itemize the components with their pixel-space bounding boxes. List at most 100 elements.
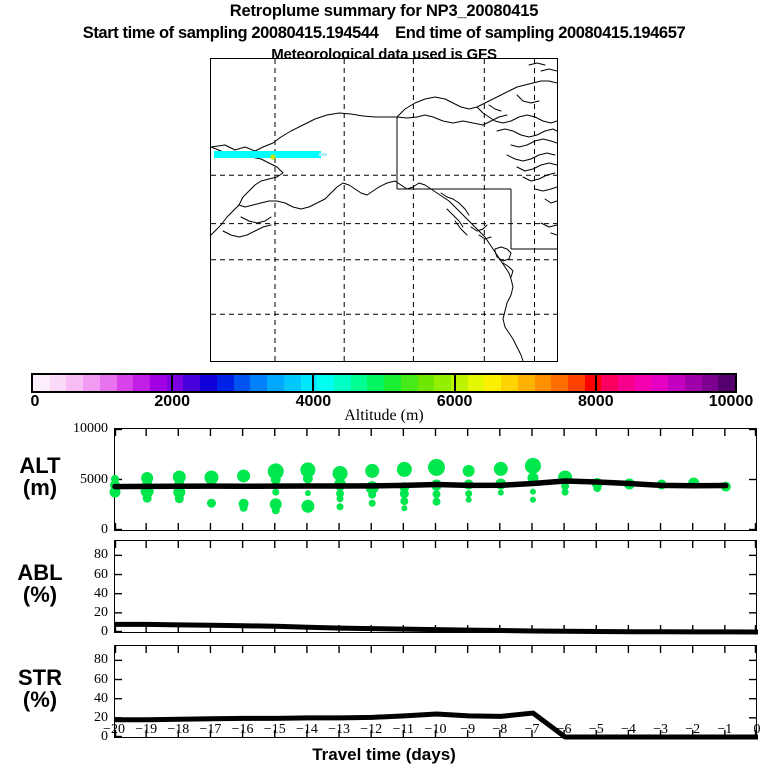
colorbar-swatch <box>701 375 719 391</box>
str-label-line1: STR <box>18 665 62 690</box>
y-tick-label: 80 <box>94 652 108 668</box>
x-tick-label: −16 <box>231 722 254 737</box>
x-tick-label: −13 <box>328 722 350 737</box>
alt-row-label: ALT (m) <box>4 453 76 500</box>
x-tick-label: −5 <box>588 722 604 737</box>
y-tick-label: 0 <box>101 729 108 744</box>
abl-plot-graphics <box>114 541 759 635</box>
colorbar-division <box>594 373 597 393</box>
y-tick-label: 20 <box>94 604 108 620</box>
x-tick-label: −18 <box>167 722 190 737</box>
colorbar-swatch <box>417 375 435 391</box>
colorbar-axis-title: Altitude (m) <box>344 407 424 424</box>
colorbar-swatch <box>150 375 167 391</box>
release-marker <box>270 154 276 160</box>
colorbar-division <box>312 373 315 393</box>
tick-marks <box>114 428 757 531</box>
colorbar-swatch <box>116 375 134 391</box>
altitude-mean-line <box>112 478 729 490</box>
colorbar-swatch <box>517 375 535 391</box>
map-plume-band <box>214 151 327 160</box>
sampling-time-line: Start time of sampling 20080415.194544 E… <box>82 24 686 42</box>
x-tick-label: −7 <box>524 722 540 737</box>
colorbar-swatch <box>367 375 385 391</box>
colorbar-swatch <box>501 375 518 391</box>
abl-row-label: ABL (%) <box>4 560 76 608</box>
y-tick-label: 40 <box>94 690 108 706</box>
y-tick-label: 5000 <box>80 471 108 487</box>
alt-label-line1: ALT <box>19 453 61 478</box>
altitude-colorbar: 0 2000 4000 6000 8000 10000 <box>31 373 753 410</box>
colorbar-swatch <box>183 375 201 391</box>
x-tick-label: −8 <box>492 722 508 737</box>
colorbar-tick-label: 0 <box>30 393 40 410</box>
altitude-bubbles <box>109 457 731 515</box>
x-tick-label: −1 <box>717 722 733 737</box>
x-tick-label: −17 <box>199 722 222 737</box>
colorbar-swatch <box>83 375 100 391</box>
x-tick-label: −6 <box>556 722 572 737</box>
y-tick-label: 10000 <box>73 421 108 436</box>
colorbar-division <box>171 373 174 393</box>
colorbar-swatch <box>584 375 602 391</box>
x-tick-label: −4 <box>620 722 636 737</box>
tick-marks <box>114 646 757 738</box>
colorbar-swatch <box>66 375 84 391</box>
x-axis-tick-labels: −20 −19 −18 −17 −16 −15 −14 −13 −12 −11 −10 −9 −8 −7−… <box>0 722 768 744</box>
str-plot-graphics <box>114 646 758 740</box>
colorbar-swatch <box>283 375 301 391</box>
y-tick-label: 0 <box>101 624 108 639</box>
colorbar-swatch <box>99 375 117 391</box>
x-axis-title: Travel time (days) <box>312 745 456 764</box>
colorbar-swatch <box>216 375 234 391</box>
str-row-label: STR (%) <box>4 665 76 712</box>
colorbar-swatch <box>233 375 251 391</box>
colorbar-swatch <box>685 375 702 391</box>
colorbar-swatch <box>484 375 502 391</box>
colorbar-swatch <box>651 375 669 391</box>
colorbar-swatch <box>267 375 284 391</box>
colorbar-swatch <box>467 375 485 391</box>
colorbar-swatch <box>166 375 184 391</box>
str-panel <box>114 645 758 740</box>
x-tick-label: −19 <box>135 722 158 737</box>
plume-band <box>214 151 321 158</box>
colorbar-swatch <box>317 375 334 391</box>
x-tick-label: −12 <box>360 722 383 737</box>
y-tick-label: 0 <box>101 522 108 537</box>
map-graphics <box>211 59 557 361</box>
colorbar-tick-label: 2000 <box>154 393 190 410</box>
colorbar-swatch <box>601 375 619 391</box>
y-tick-label: 40 <box>94 585 108 601</box>
retroplume-map <box>210 58 558 362</box>
colorbar-tick-label: 8000 <box>578 393 614 410</box>
abl-label-line1: ABL <box>17 560 63 585</box>
y-tick-label: 20 <box>94 709 108 725</box>
colorbar-swatch <box>250 375 268 391</box>
alt-plot-graphics <box>109 428 757 531</box>
colorbar-swatch <box>400 375 418 391</box>
series-line <box>115 710 758 740</box>
colorbar-swatch <box>634 375 652 391</box>
abl-label-line2: (%) <box>22 582 58 608</box>
x-tick-label: −9 <box>460 722 476 737</box>
alt-panel <box>109 428 757 531</box>
colorbar-swatch <box>434 375 451 391</box>
y-tick-label: 80 <box>94 547 108 563</box>
y-tick-label: 60 <box>94 566 108 582</box>
series-line <box>115 621 759 635</box>
colorbar-swatch <box>551 375 568 391</box>
colorbar-swatch <box>350 375 368 391</box>
x-tick-label: −14 <box>295 722 318 737</box>
colorbar-swatch <box>668 375 686 391</box>
x-tick-label: −11 <box>392 722 415 737</box>
colorbar-tick-label: 10000 <box>708 393 754 410</box>
colorbar-swatch <box>33 375 50 391</box>
y-tick-label: 60 <box>94 671 108 687</box>
map-frame <box>210 58 558 362</box>
colorbar-tick-label: 6000 <box>436 393 473 410</box>
colorbar-swatch <box>534 375 552 391</box>
colorbar-swatch <box>333 375 351 391</box>
